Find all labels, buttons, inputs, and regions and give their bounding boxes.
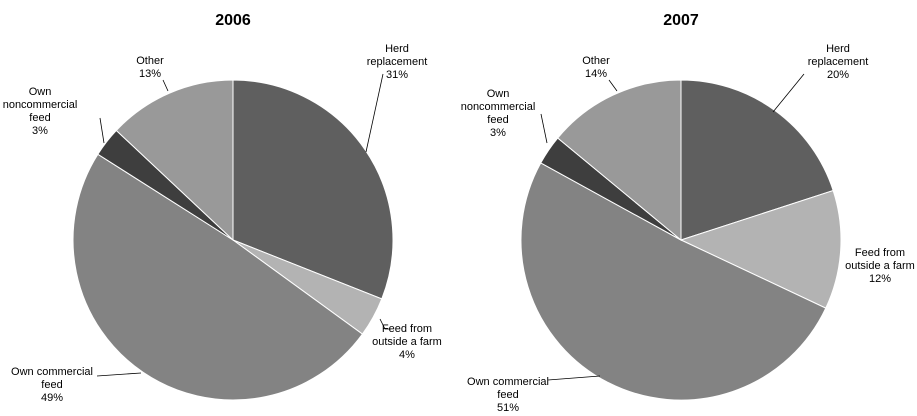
slice-label-own-noncommercial-feed: Own noncommercial feed 3%	[3, 86, 78, 137]
slice-label-other: Other 13%	[136, 55, 164, 80]
pie-chart-2006: 2006 Herd replacement 31% Feed from outside …	[3, 12, 442, 404]
pie-slice-herd-replacement	[680, 79, 834, 241]
leader-line-own-noncommercial-feed	[99, 117, 105, 144]
pie-slice-herd-replacement	[232, 79, 394, 300]
pie-slices-2006: Herd replacement 31% Feed from outside a far…	[3, 43, 442, 404]
pie-slices-2007: Herd replacement 20% Feed from outside a far…	[461, 43, 915, 414]
chart-title-2007: 2007	[663, 12, 699, 29]
leader-line-other	[608, 79, 618, 92]
slice-label-herd-replacement: Herd replacement 31%	[367, 43, 428, 81]
leader-line-own-noncommercial-feed	[540, 113, 548, 144]
slice-label-own-noncommercial-feed: Own noncommercial feed 3%	[461, 88, 536, 139]
pie-slice-own-commercial-feed	[72, 153, 364, 401]
leader-line-other	[162, 79, 169, 92]
pie-slice-own-commercial-feed	[520, 162, 827, 401]
slice-label-feed-from-outside-a-farm: Feed from outside a farm 4%	[372, 323, 442, 361]
pie-chart-2007: 2007 Herd replacement 20% Feed from outside …	[461, 12, 915, 414]
slice-label-other: Other 14%	[582, 55, 610, 80]
chart-title-2006: 2006	[215, 12, 251, 29]
leader-line-feed-from-outside-a-farm	[379, 318, 391, 330]
leader-line-own-commercial-feed	[96, 372, 142, 377]
slice-label-feed-from-outside-a-farm: Feed from outside a farm 12%	[845, 247, 915, 285]
pie-slice-other	[557, 79, 682, 242]
slice-label-own-commercial-feed: Own commercial feed 51%	[467, 376, 549, 414]
slice-label-own-commercial-feed: Own commercial feed 49%	[11, 366, 93, 404]
leader-line-herd-replacement	[365, 73, 384, 153]
leader-line-own-commercial-feed	[547, 375, 601, 381]
leader-line-herd-replacement	[772, 73, 805, 113]
pie-slice-feed-from-outside-a-farm	[679, 189, 842, 309]
pie-slice-other	[115, 79, 234, 242]
slice-label-herd-replacement: Herd replacement 20%	[808, 43, 869, 81]
